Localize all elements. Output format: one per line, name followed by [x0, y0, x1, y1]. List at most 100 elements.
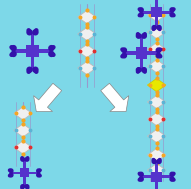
Circle shape	[172, 179, 175, 181]
Bar	[140, 59, 143, 69]
Bar	[15, 49, 26, 53]
Polygon shape	[147, 78, 166, 92]
Circle shape	[122, 48, 126, 53]
Polygon shape	[147, 26, 166, 39]
Circle shape	[11, 46, 16, 51]
Circle shape	[27, 29, 30, 32]
Bar	[151, 7, 162, 17]
Circle shape	[139, 177, 143, 181]
Bar	[125, 51, 136, 55]
Circle shape	[142, 34, 146, 38]
Circle shape	[138, 172, 141, 175]
Circle shape	[9, 175, 11, 177]
Circle shape	[136, 34, 141, 38]
Circle shape	[156, 53, 161, 58]
Bar	[31, 33, 34, 45]
Bar	[20, 168, 29, 177]
Circle shape	[27, 30, 32, 35]
Bar	[142, 11, 151, 14]
Circle shape	[170, 172, 174, 176]
Circle shape	[122, 53, 126, 58]
Circle shape	[11, 51, 16, 57]
Circle shape	[35, 70, 38, 73]
Circle shape	[143, 33, 146, 36]
Circle shape	[121, 55, 124, 58]
Circle shape	[170, 8, 174, 12]
Circle shape	[21, 187, 23, 189]
Circle shape	[21, 157, 24, 161]
Polygon shape	[147, 95, 166, 109]
Circle shape	[137, 33, 139, 36]
Circle shape	[49, 46, 54, 51]
Circle shape	[156, 48, 161, 53]
Circle shape	[10, 53, 13, 56]
Polygon shape	[147, 129, 166, 143]
Circle shape	[37, 169, 40, 173]
Circle shape	[10, 46, 13, 49]
Circle shape	[9, 173, 13, 177]
Polygon shape	[147, 9, 166, 22]
Polygon shape	[78, 44, 96, 58]
Circle shape	[39, 169, 41, 171]
Circle shape	[21, 157, 23, 159]
Bar	[155, 162, 158, 172]
Circle shape	[152, 28, 155, 30]
Bar	[162, 175, 171, 178]
Circle shape	[138, 179, 141, 181]
Circle shape	[52, 46, 55, 49]
Circle shape	[35, 29, 38, 32]
Circle shape	[9, 169, 11, 171]
Circle shape	[52, 53, 55, 56]
Polygon shape	[147, 60, 166, 73]
Bar	[162, 11, 171, 14]
Circle shape	[157, 159, 161, 163]
Bar	[155, 17, 158, 27]
Circle shape	[21, 185, 24, 188]
Circle shape	[139, 172, 143, 176]
Circle shape	[25, 157, 29, 161]
Circle shape	[37, 173, 40, 177]
Polygon shape	[78, 27, 96, 41]
Circle shape	[33, 67, 38, 72]
Polygon shape	[34, 83, 62, 112]
Circle shape	[27, 157, 29, 159]
Bar	[26, 45, 39, 57]
Circle shape	[27, 67, 32, 72]
Polygon shape	[101, 83, 129, 112]
Circle shape	[138, 8, 141, 10]
Bar	[12, 172, 20, 174]
Polygon shape	[147, 163, 166, 177]
Circle shape	[33, 30, 38, 35]
Circle shape	[152, 159, 156, 163]
Circle shape	[25, 185, 29, 188]
Circle shape	[172, 8, 175, 10]
Circle shape	[49, 51, 54, 57]
Bar	[31, 57, 34, 69]
Polygon shape	[14, 124, 32, 137]
Bar	[23, 160, 26, 168]
Circle shape	[159, 55, 162, 58]
Polygon shape	[147, 43, 166, 56]
Circle shape	[27, 70, 30, 73]
Circle shape	[170, 13, 174, 17]
Circle shape	[138, 14, 141, 17]
Circle shape	[152, 26, 156, 30]
Circle shape	[159, 159, 161, 161]
Circle shape	[157, 26, 161, 30]
Polygon shape	[78, 61, 96, 75]
Bar	[155, 0, 158, 7]
Circle shape	[9, 169, 13, 173]
Circle shape	[152, 159, 155, 161]
Circle shape	[172, 14, 175, 17]
Circle shape	[172, 172, 175, 175]
Circle shape	[137, 70, 139, 73]
Bar	[142, 175, 151, 178]
Polygon shape	[147, 112, 166, 126]
Circle shape	[159, 28, 161, 30]
Bar	[140, 37, 143, 47]
Bar	[23, 177, 26, 186]
Bar	[151, 172, 162, 182]
Circle shape	[27, 187, 29, 189]
Circle shape	[39, 175, 41, 177]
Circle shape	[136, 68, 141, 72]
